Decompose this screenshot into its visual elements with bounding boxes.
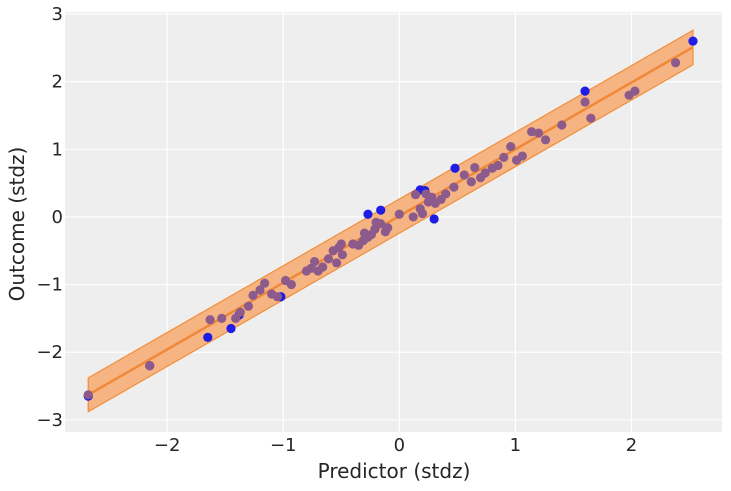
predicted-point [217, 313, 227, 323]
predicted-point [318, 262, 328, 272]
x-tick-label: 0 [394, 435, 405, 456]
predicted-point [336, 239, 346, 249]
predicted-point [255, 285, 265, 295]
predicted-point [533, 128, 544, 138]
y-tick-label: 0 [52, 207, 63, 228]
predicted-point [466, 177, 476, 187]
observed-points [83, 36, 698, 401]
x-tick-label: −1 [270, 435, 297, 456]
observed-point [363, 209, 373, 219]
predicted-point [470, 162, 480, 173]
predicted-point [580, 97, 590, 107]
y-tick-label: −1 [36, 275, 63, 296]
observed-point [226, 323, 236, 334]
predicted-point [370, 224, 380, 234]
predicted-point [286, 279, 296, 290]
y-axis-label: Outcome (stdz) [5, 147, 29, 302]
observed-point [429, 214, 439, 224]
y-tick-label: 1 [52, 139, 63, 160]
predicted-point [540, 135, 551, 145]
predicted-point [306, 263, 316, 273]
predicted-point [272, 292, 283, 302]
predicted-point [480, 168, 490, 178]
observed-point [450, 163, 460, 173]
predicted-point [205, 315, 215, 325]
observed-point [203, 332, 213, 342]
x-tick-labels: −2 −1 0 1 2 [154, 435, 637, 456]
predicted-point [499, 152, 509, 163]
predicted-point [506, 141, 516, 152]
predicted-point [248, 290, 258, 300]
regression-line-group [87, 46, 694, 396]
observed-point [580, 86, 590, 96]
y-tick-label: −2 [36, 342, 63, 363]
observed-point [688, 36, 698, 46]
predicted-point [557, 120, 567, 130]
x-axis-label: Predictor (stdz) [318, 459, 471, 483]
predicted-point [408, 212, 418, 222]
regression-line [87, 46, 694, 396]
x-tick-label: 2 [626, 435, 637, 456]
predicted-point [527, 127, 537, 137]
predicted-point [145, 361, 155, 371]
predicted-point [243, 301, 254, 311]
predicted-points [83, 58, 681, 400]
y-tick-labels: −3 −2 −1 0 1 2 3 [36, 4, 63, 431]
y-tick-label: −3 [36, 410, 63, 431]
observed-point [376, 205, 386, 215]
predicted-point [383, 223, 393, 233]
predicted-point [630, 86, 640, 96]
predicted-point [670, 58, 681, 68]
predicted-point [83, 390, 93, 400]
predicted-point [417, 208, 428, 219]
predicted-point [235, 307, 245, 317]
y-tick-label: 3 [52, 4, 63, 25]
predicted-point [410, 190, 421, 200]
x-tick-label: 1 [510, 435, 521, 456]
predicted-point [394, 209, 404, 219]
predicted-point [260, 278, 270, 288]
x-tick-label: −2 [154, 435, 181, 456]
predicted-point [586, 113, 596, 123]
predicted-point [517, 151, 527, 161]
predicted-point [332, 258, 342, 268]
predicted-point [449, 182, 459, 192]
predicted-point [376, 219, 386, 229]
predicted-point [323, 254, 334, 264]
predicted-point [309, 256, 320, 267]
predicted-point [441, 189, 451, 199]
predicted-point [493, 160, 503, 171]
y-tick-label: 2 [52, 72, 63, 93]
predicted-point [337, 250, 348, 260]
predicted-point [459, 170, 469, 180]
